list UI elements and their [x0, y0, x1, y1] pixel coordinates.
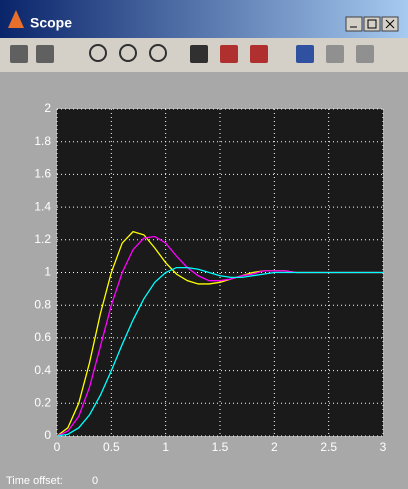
y-tick-label: 0.6 [34, 330, 51, 344]
y-tick-label: 1.4 [34, 199, 51, 213]
params-icon[interactable] [36, 45, 54, 63]
time-offset-label: Time offset: [6, 475, 63, 487]
y-tick-label: 0.8 [34, 297, 51, 311]
y-tick-label: 0.2 [34, 395, 51, 409]
maximize-button[interactable] [364, 17, 380, 31]
y-tick-label: 1.8 [34, 134, 51, 148]
x-tick-label: 0.5 [103, 440, 120, 454]
x-tick-label: 3 [380, 440, 387, 454]
autoscale-icon[interactable] [190, 45, 208, 63]
y-tick-label: 2 [44, 101, 51, 115]
y-tick-label: 1 [44, 265, 51, 279]
window-title: Scope [30, 15, 72, 31]
minimize-button[interactable] [346, 17, 362, 31]
lock-icon[interactable] [326, 45, 344, 63]
window-buttons[interactable] [346, 17, 398, 31]
restore-axes-icon[interactable] [250, 45, 268, 63]
save-axes-icon[interactable] [220, 45, 238, 63]
signal-select-icon[interactable] [356, 45, 374, 63]
y-tick-label: 0 [44, 428, 51, 442]
x-tick-label: 1.5 [212, 440, 229, 454]
y-tick-label: 0.4 [34, 363, 51, 377]
time-offset-value: 0 [92, 475, 98, 487]
scope-window: Scope 0 0.2 0.4 0.6 0.8 1 1.2 1.4 1.6 1.8 2 0 0.5 1 1.… [0, 0, 408, 489]
y-tick-label: 1.6 [34, 167, 51, 181]
y-tick-label: 1.2 [34, 232, 51, 246]
x-tick-label: 0 [54, 440, 61, 454]
x-tick-label: 2.5 [320, 440, 337, 454]
floating-scope-icon[interactable] [296, 45, 314, 63]
print-icon[interactable] [10, 45, 28, 63]
x-tick-label: 2 [271, 440, 278, 454]
x-tick-label: 1 [162, 440, 169, 454]
